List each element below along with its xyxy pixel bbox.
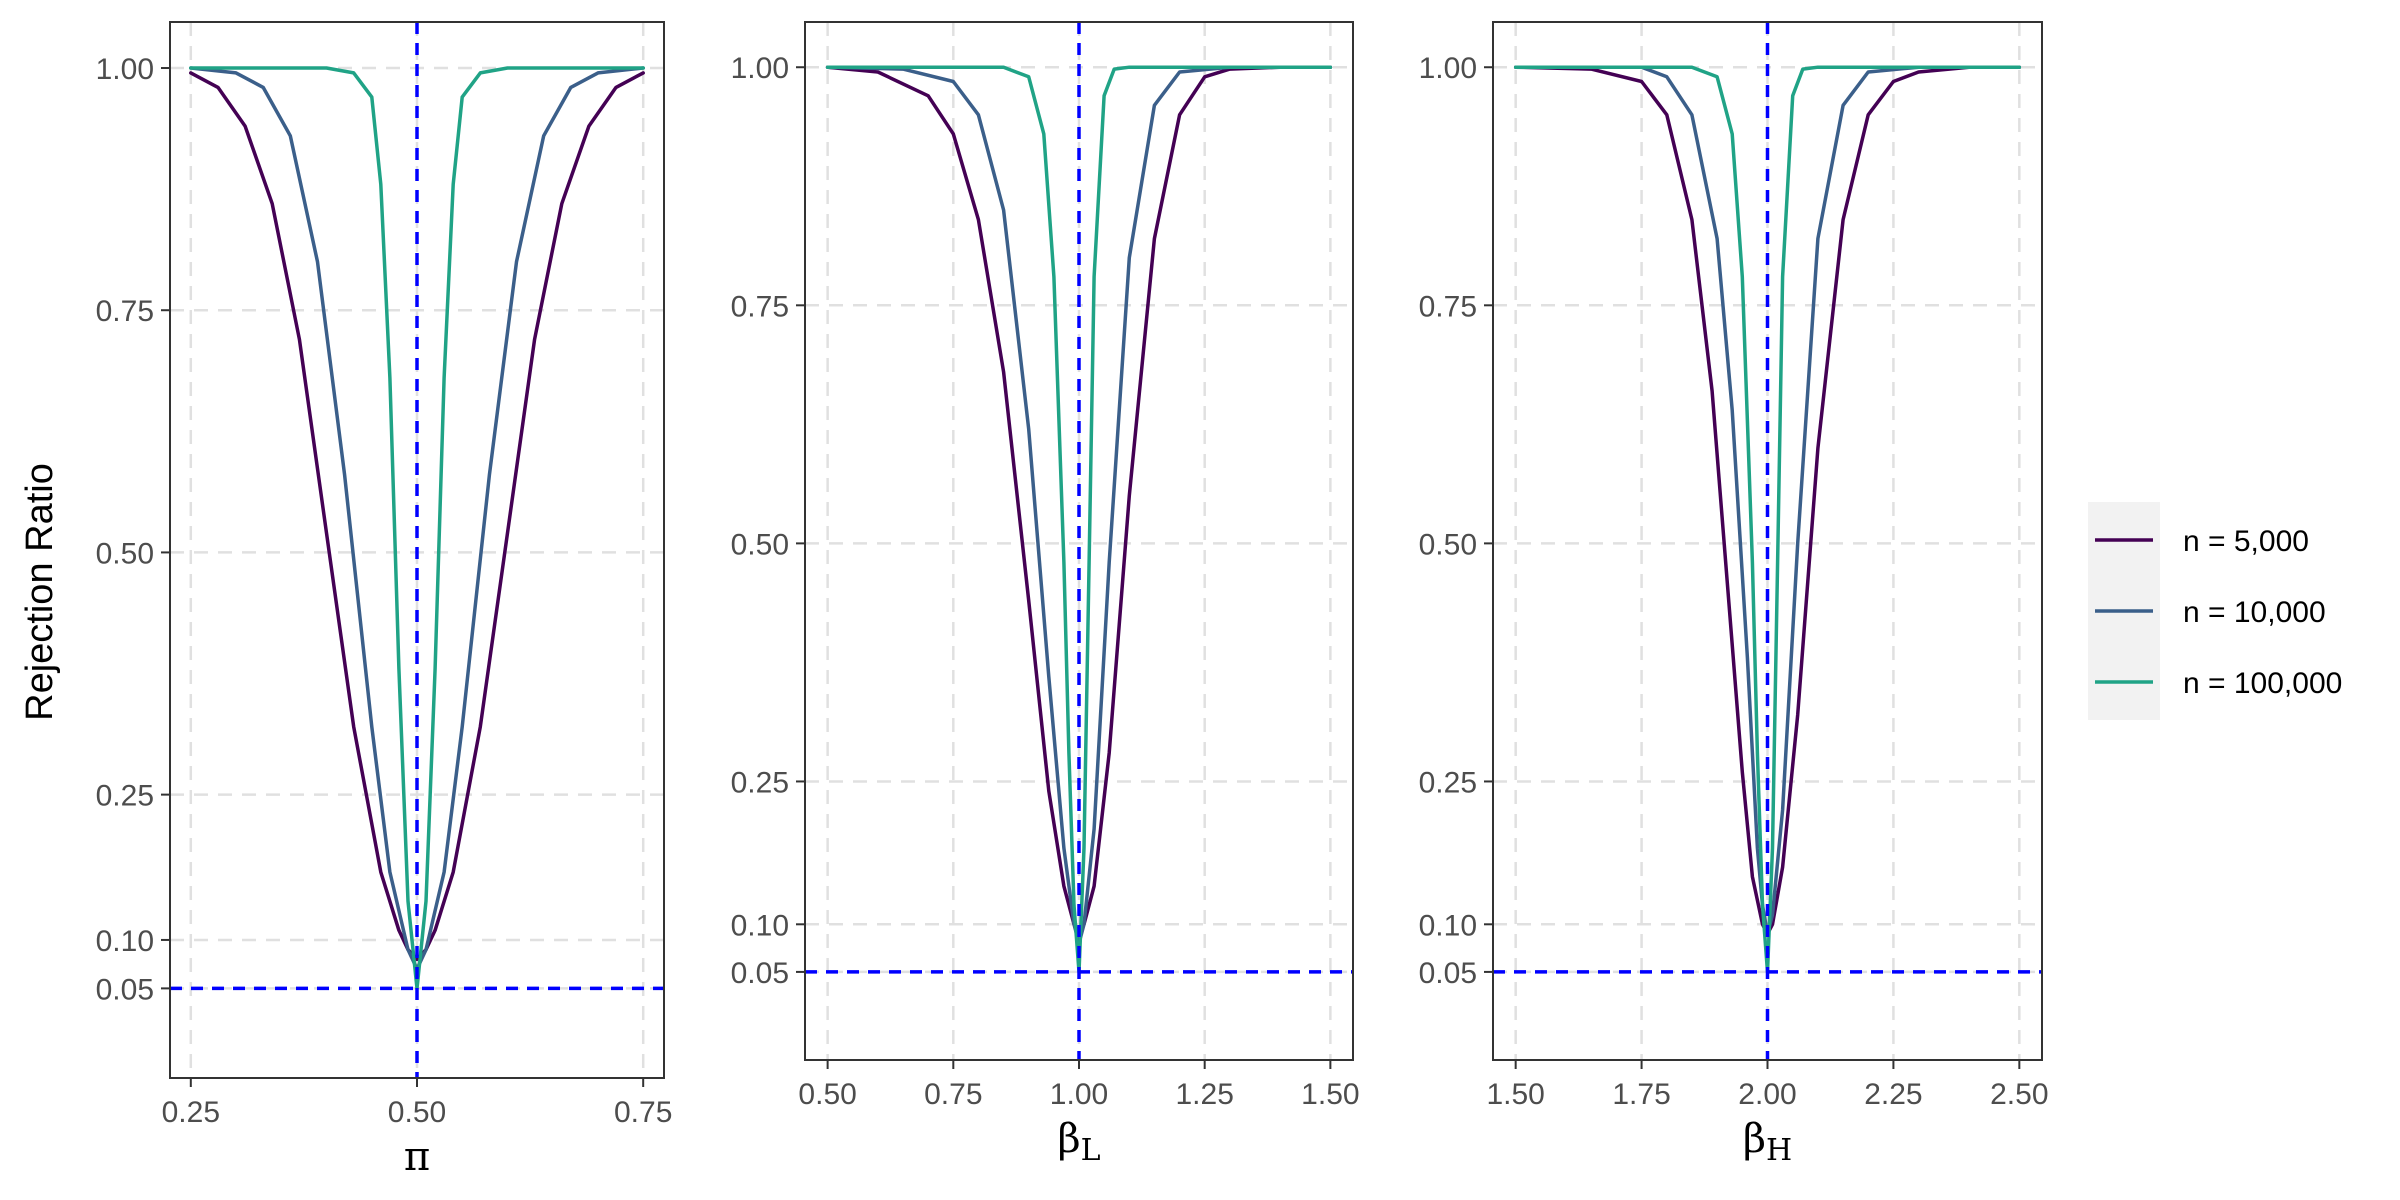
y-tick-label: 0.25 <box>96 780 154 813</box>
legend: n = 5,000 n = 10,000 n = 100,000 <box>2088 502 2342 720</box>
y-tick-label: 0.50 <box>96 537 154 570</box>
y-tick-label: 0.05 <box>1419 957 1477 990</box>
y-tick-label: 0.50 <box>1419 528 1477 561</box>
x-tick-label: 0.50 <box>388 1096 446 1129</box>
x-tick-label: 0.75 <box>924 1078 982 1111</box>
x-tick-label: 1.50 <box>1301 1078 1359 1111</box>
panels: 0.050.100.250.500.751.000.25 0.50 0.75π0.0… <box>96 21 2049 1180</box>
y-tick-label: 0.75 <box>1419 290 1477 323</box>
x-tick-label: 1.75 <box>1612 1078 1670 1111</box>
x-axis-title-subscript: L <box>1081 1133 1101 1168</box>
y-tick-label: 0.10 <box>1419 909 1477 942</box>
y-tick-label: 1.00 <box>96 53 154 86</box>
plot-area <box>170 22 664 1078</box>
series-line-3 <box>1513 65 2022 974</box>
legend-label-n-100000: n = 100,000 <box>2183 667 2342 700</box>
x-axis-title: π <box>404 1134 430 1180</box>
x-tick-label: 2.00 <box>1738 1078 1796 1111</box>
y-tick-label: 0.05 <box>96 973 154 1006</box>
panel-2: 0.05 0.10 0.25 0.50 0.75 1.00 0.50 0.75 1.00 1.25… <box>731 21 1360 1168</box>
x-tick-label: 2.25 <box>1864 1078 1922 1111</box>
plot-area <box>805 22 1353 1060</box>
y-tick-label: 0.10 <box>731 909 789 942</box>
y-axis-title: Rejection Ratio <box>19 463 61 721</box>
series-line-3 <box>825 65 1333 974</box>
x-tick-label: 0.50 <box>798 1078 856 1111</box>
panel-3: 0.05 0.10 0.25 0.50 0.75 1.00 1.50 1.75 2.00 2.25… <box>1419 21 2049 1168</box>
panel-1: 0.05 0.10 0.25 0.50 0.75 1.00 0.25 0.50 0.75 π <box>96 21 672 1180</box>
y-tick-label: 0.50 <box>731 528 789 561</box>
y-tick-label: 0.25 <box>731 766 789 799</box>
x-axis-title-subscript: H <box>1766 1133 1792 1168</box>
y-tick-label: 0.10 <box>96 925 154 958</box>
y-tick-label: 1.00 <box>1419 52 1477 85</box>
y-tick-label: 0.75 <box>96 295 154 328</box>
legend-label-n-10000: n = 10,000 <box>2183 596 2326 629</box>
x-tick-label: 1.00 <box>1050 1078 1108 1111</box>
plot-area <box>1493 22 2042 1060</box>
series-line-1 <box>189 71 645 962</box>
x-tick-label: 0.25 <box>162 1096 220 1129</box>
x-tick-label: 0.75 <box>614 1096 672 1129</box>
legend-label-n-5000: n = 5,000 <box>2183 525 2309 558</box>
y-tick-label: 0.75 <box>731 290 789 323</box>
x-tick-label: 2.50 <box>1990 1078 2048 1111</box>
y-tick-label: 0.05 <box>731 957 789 990</box>
y-tick-label: 0.25 <box>1419 766 1477 799</box>
y-tick-label: 1.00 <box>731 52 789 85</box>
x-tick-label: 1.50 <box>1486 1078 1544 1111</box>
x-tick-label: 1.25 <box>1175 1078 1233 1111</box>
